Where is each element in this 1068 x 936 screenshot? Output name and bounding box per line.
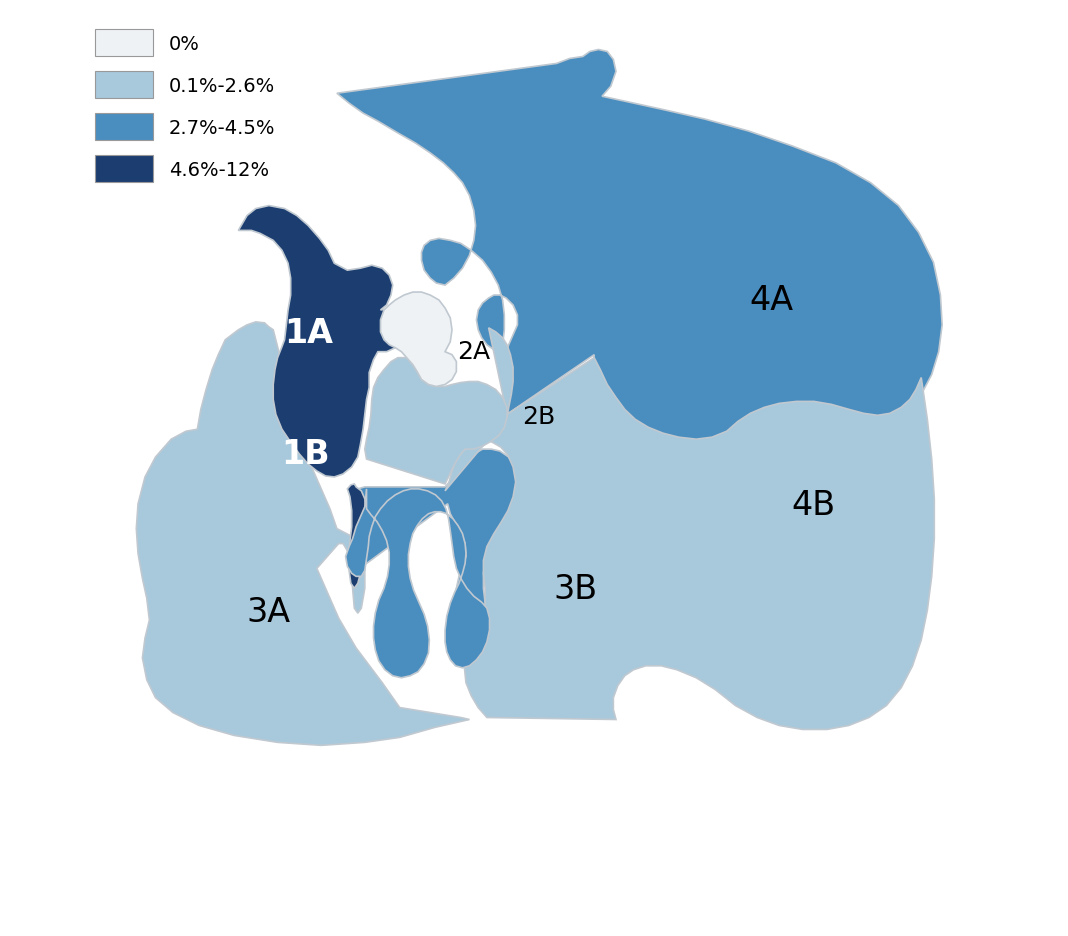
Text: 1A: 1A	[284, 316, 333, 349]
Text: 2A: 2A	[457, 340, 490, 364]
Text: 2B: 2B	[522, 405, 555, 429]
Polygon shape	[365, 358, 507, 485]
Text: 1B: 1B	[282, 437, 330, 471]
Polygon shape	[380, 293, 456, 388]
Polygon shape	[445, 329, 934, 730]
Polygon shape	[238, 206, 410, 477]
Polygon shape	[351, 449, 517, 658]
Text: 3A: 3A	[247, 595, 290, 629]
Text: 3B: 3B	[554, 573, 598, 606]
Polygon shape	[137, 323, 470, 746]
Legend: 0%, 0.1%-2.6%, 2.7%-4.5%, 4.6%-12%: 0%, 0.1%-2.6%, 2.7%-4.5%, 4.6%-12%	[88, 22, 283, 191]
Polygon shape	[336, 51, 942, 458]
Text: 4B: 4B	[791, 489, 835, 521]
Polygon shape	[347, 485, 366, 589]
Text: 4A: 4A	[750, 284, 794, 317]
Polygon shape	[346, 490, 489, 678]
